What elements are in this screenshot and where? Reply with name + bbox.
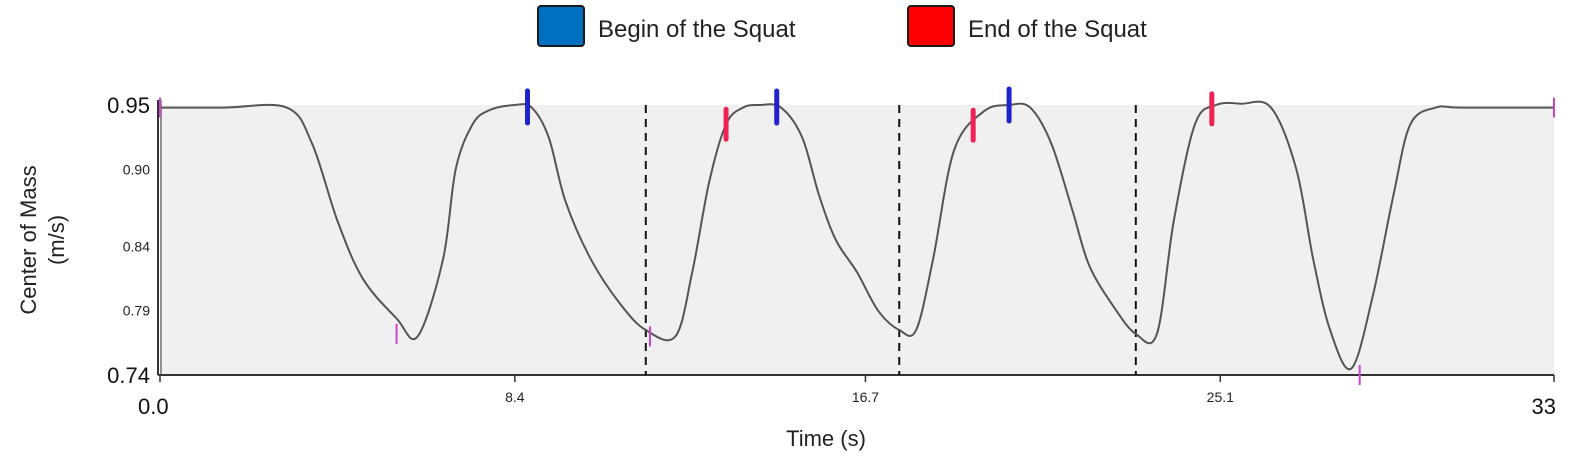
x-tick-label: 25.1 xyxy=(1207,389,1234,405)
y-axis-ticks: 0.95 0.90 0.84 0.79 0.74 xyxy=(107,93,150,388)
x-tick-label: 8.4 xyxy=(505,389,525,405)
y-axis-title-line1: Center of Mass xyxy=(16,165,41,314)
center-of-mass-line xyxy=(159,100,1554,371)
legend-swatch-end xyxy=(907,5,955,47)
extremum-ticks xyxy=(159,97,1555,385)
y-tick-label: 0.84 xyxy=(123,238,150,254)
legend-swatch-begin xyxy=(537,5,585,47)
legend-label-end: End of the Squat xyxy=(968,16,1147,43)
x-tick-label: 33 xyxy=(1532,394,1556,419)
y-tick-label: 0.90 xyxy=(123,161,150,177)
x-axis-ticks: 0.0 8.4 16.7 25.1 33 xyxy=(138,375,1556,419)
x-tick-label: 0.0 xyxy=(138,394,169,419)
x-tick-label: 16.7 xyxy=(852,389,879,405)
legend-label-begin: Begin of the Squat xyxy=(598,16,796,43)
y-tick-label: 0.95 xyxy=(107,93,150,118)
y-tick-label: 0.79 xyxy=(123,303,150,319)
plot-area xyxy=(160,105,1554,375)
y-axis-title-line2: (m/s) xyxy=(44,215,69,265)
legend: Begin of the Squat End of the Squat xyxy=(537,5,1147,47)
y-tick-label: 0.74 xyxy=(107,363,150,388)
x-axis-title: Time (s) xyxy=(786,426,866,451)
squat-event-markers xyxy=(525,86,1215,143)
